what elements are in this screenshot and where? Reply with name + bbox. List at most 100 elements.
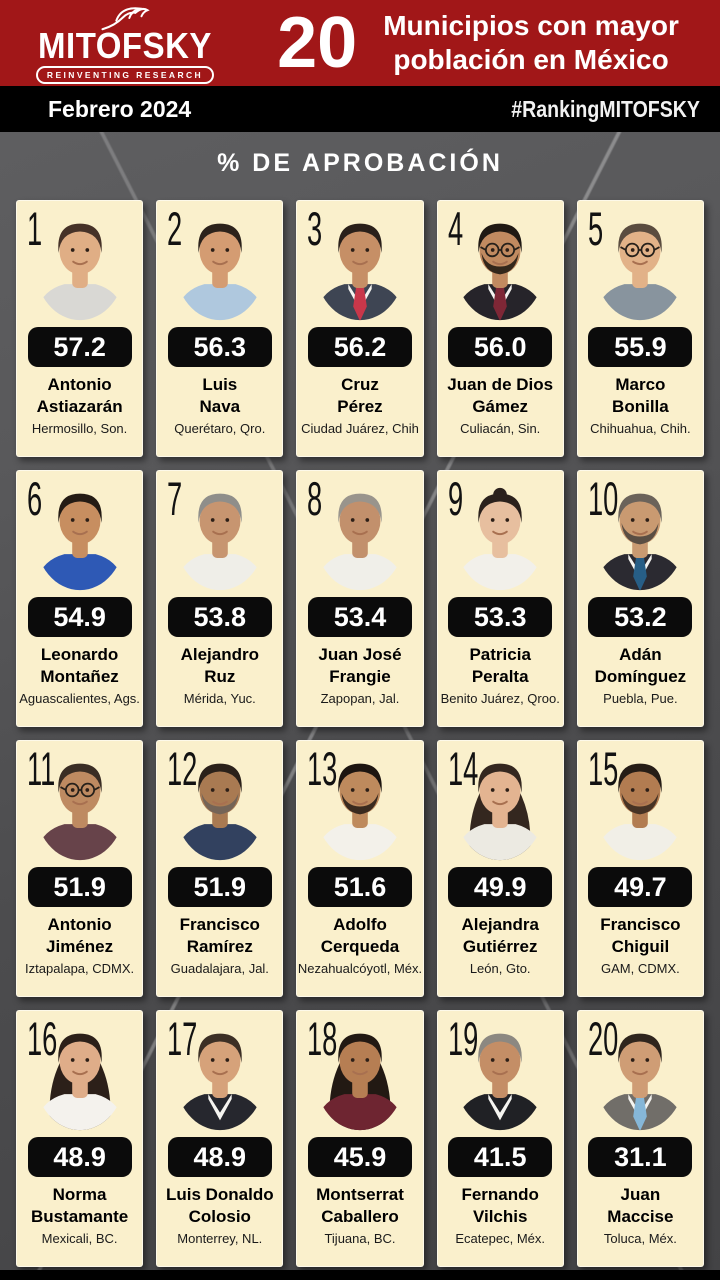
person-city: Iztapalapa, CDMX. [25, 961, 135, 977]
rank-number: 7 [167, 472, 183, 526]
person-name: Francisco Chiguil [600, 914, 680, 958]
bird-scribble-icon [101, 6, 150, 30]
person-name: Alejandra Gutiérrez [461, 914, 538, 958]
count-number: 20 [277, 2, 358, 83]
brand-name: MITOFSKY [38, 24, 212, 66]
person-name-line1: Luis Donaldo [165, 1185, 274, 1204]
person-name-line1: Adolfo [333, 915, 387, 934]
person-name-line2: Ruz [204, 667, 236, 687]
ranking-card: 13 51.6 Adolfo Cerqueda Nezahualcóyotl, … [296, 740, 424, 997]
person-name: Cruz Pérez [337, 374, 382, 418]
score-badge: 53.4 [307, 597, 412, 637]
person-name-line2: Maccise [607, 1207, 674, 1227]
person-name-line1: Juan José [318, 645, 402, 664]
section-title: % DE APROBACIÓN [217, 149, 503, 177]
person-photo [457, 487, 544, 591]
person-name-line2: Montañez [40, 667, 119, 687]
ranking-card: 8 53.4 Juan José Frangie Zapopan, Jal. [296, 470, 424, 727]
person-name-line2: Pérez [337, 397, 383, 417]
person-photo [176, 493, 263, 591]
ranking-card: 15 49.7 Francisco Chiguil GAM, CDMX. [576, 740, 704, 997]
person-name: Alejandro Ruz [181, 644, 259, 688]
rank-number: 6 [27, 472, 43, 526]
person-city: Ecatepec, Méx. [455, 1231, 545, 1247]
score-badge: 56.3 [167, 327, 272, 367]
ranking-card: 14 49.9 Alejandra Gutiérrez León, Gto. [436, 740, 564, 997]
person-name: Norma Bustamante [31, 1184, 128, 1228]
person-name-line1: Alejandra [461, 915, 539, 934]
person-city: Querétaro, Qro. [174, 421, 266, 437]
person-name-line2: Bonilla [612, 397, 669, 417]
person-name-line2: Chiguil [611, 937, 670, 957]
person-name-line2: Colosio [188, 1207, 251, 1227]
person-photo [36, 763, 123, 861]
rank-number: 3 [307, 202, 323, 256]
main-area: % DE APROBACIÓN 1 57.2 Antonio Astiazará… [0, 132, 720, 1270]
rank-number: 1 [27, 202, 43, 256]
hashtag-label: #RankingMITOFSKY [511, 95, 700, 122]
person-name: Marco Bonilla [612, 374, 669, 418]
score-badge: 51.9 [27, 867, 132, 907]
person-name: Juan José Frangie [318, 644, 401, 688]
rank-number: 5 [587, 202, 603, 256]
person-name-line2: Domínguez [594, 667, 687, 687]
score-badge: 41.5 [448, 1137, 553, 1177]
person-name-line1: Antonio [47, 375, 112, 394]
date-label: Febrero 2024 [48, 95, 192, 122]
person-name-line2: Nava [199, 397, 241, 417]
person-photo [597, 1033, 684, 1131]
person-name-line1: Juan de Dios [447, 375, 554, 394]
person-name-line2: Peralta [471, 667, 529, 687]
person-name-line2: Vilchis [472, 1207, 528, 1227]
person-name-line1: Antonio [47, 915, 112, 934]
subheader-bar: Febrero 2024 #RankingMITOFSKY [0, 86, 720, 132]
score-badge: 53.2 [588, 597, 693, 637]
person-name: Juan de Dios Gámez [447, 374, 553, 418]
ranking-card: 4 56.0 Juan de Dios Gámez Culiacán, Sin. [436, 200, 564, 457]
person-name: Fernando Vilchis [461, 1184, 538, 1228]
footer-bar [0, 1270, 720, 1280]
score-badge: 48.9 [27, 1137, 132, 1177]
person-photo [457, 1033, 544, 1131]
mitofsky-logo: MITOFSKY REINVENTING RESEARCH [0, 3, 250, 84]
ranking-card: 9 53.3 Patricia Peralta Benito Juárez, Q… [436, 470, 564, 727]
person-city: Benito Juárez, Qroo. [440, 691, 560, 707]
person-name: Luis Donaldo Colosio [166, 1184, 274, 1228]
person-name-line2: Bustamante [30, 1207, 129, 1227]
rank-number: 20 [587, 1012, 619, 1066]
rank-number: 14 [447, 742, 478, 796]
brand-tagline: REINVENTING RESEARCH [35, 65, 215, 84]
score-badge: 49.9 [448, 867, 553, 907]
person-name-line1: Cruz [341, 375, 379, 394]
person-city: Hermosillo, Son. [31, 421, 128, 437]
score-badge: 45.9 [307, 1137, 412, 1177]
person-city: Nezahualcóyotl, Méx. [297, 961, 423, 977]
rank-number: 16 [27, 1012, 58, 1066]
person-name-line2: Ramírez [186, 937, 253, 957]
person-name-line1: Norma [52, 1185, 107, 1204]
ranking-card: 10 53.2 Adán Domínguez Puebla, Pue. [576, 470, 704, 727]
person-city: Guadalajara, Jal. [170, 961, 269, 977]
rank-number: 17 [167, 1012, 198, 1066]
rank-number: 2 [167, 202, 183, 256]
rank-number: 8 [307, 472, 323, 526]
score-badge: 53.8 [167, 597, 272, 637]
person-photo [36, 223, 123, 321]
ranking-card: 6 54.9 Leonardo Montañez Aguascalientes,… [16, 470, 144, 727]
person-name-line2: Caballero [321, 1207, 399, 1227]
score-badge: 57.2 [27, 327, 132, 367]
person-name: Luis Nava [199, 374, 240, 418]
score-badge: 31.1 [588, 1137, 693, 1177]
person-name: Patricia Peralta [469, 644, 530, 688]
person-name-line1: Montserrat [316, 1185, 404, 1204]
person-name-line1: Francisco [179, 915, 260, 934]
person-name-line1: Alejandro [180, 645, 259, 664]
header-title-group: 20 Municipios con mayor población en Méx… [250, 2, 720, 83]
person-name: Leonardo Montañez [40, 644, 118, 688]
rank-number: 19 [447, 1012, 478, 1066]
person-city: Chihuahua, Chih. [590, 421, 691, 437]
person-name-line1: Francisco [600, 915, 681, 934]
person-city: Culiacán, Sin. [460, 421, 541, 437]
person-photo [317, 223, 403, 321]
score-badge: 48.9 [167, 1137, 272, 1177]
